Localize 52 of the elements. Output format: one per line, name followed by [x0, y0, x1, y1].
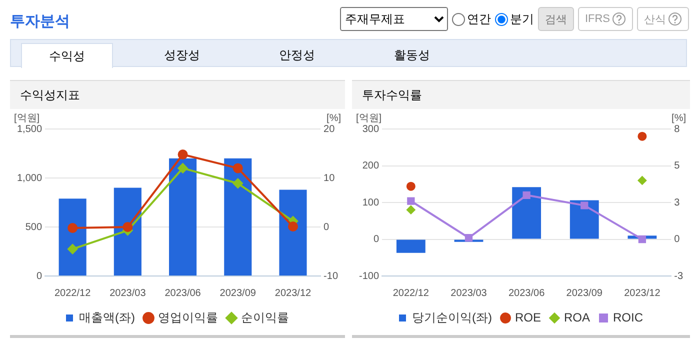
- y2-tick-label: -3: [674, 270, 684, 282]
- y2-axis-title: [%]: [326, 112, 342, 124]
- legend-label: 순이익률: [240, 310, 289, 324]
- y-tick-label: 500: [25, 222, 42, 233]
- x-tick-label: 2023/12: [274, 288, 312, 299]
- legend-label: 영업이익률: [158, 310, 218, 324]
- x-tick-label: 2023/09: [566, 288, 603, 299]
- text: 연간: [466, 10, 491, 28]
- y-tick-label: -100: [359, 270, 380, 282]
- legend-label: ROA: [564, 310, 590, 324]
- legend-label: 매출액(좌): [79, 310, 136, 324]
- legend-label: ROE: [514, 310, 542, 324]
- y2-tick-label: 0: [324, 222, 330, 233]
- y-tick-label: 100: [362, 197, 380, 208]
- text: 안정성: [278, 47, 316, 64]
- chart-title: 투자수익률: [352, 80, 690, 109]
- y2-tick-label: 20: [324, 124, 336, 135]
- text: IFRS: [578, 7, 633, 31]
- y-tick-label: 200: [362, 160, 380, 172]
- y-tick-label: 0: [36, 270, 42, 282]
- y2-tick-label: 5: [674, 160, 680, 172]
- x-tick-label: 2023/06: [164, 288, 202, 299]
- x-tick-label: 2023/06: [508, 288, 546, 299]
- y2-tick-label: 0: [674, 234, 680, 245]
- text: 분기: [510, 10, 534, 28]
- y2-tick-label: 8: [674, 124, 680, 135]
- y2-tick-label: -10: [324, 270, 338, 282]
- legend-label: ROIC: [613, 310, 644, 324]
- text: 성장성: [163, 47, 201, 64]
- x-tick-label: 2023/09: [220, 288, 256, 299]
- text: 검색: [538, 7, 574, 31]
- x-tick-label: 2023/03: [110, 288, 146, 299]
- text: 투자분석: [10, 12, 70, 31]
- y-tick-label: 300: [362, 124, 380, 135]
- text: 주재무제표: [340, 7, 448, 31]
- y-axis-title: [억원]: [356, 112, 382, 124]
- chart-title: 수익성지표: [10, 80, 345, 109]
- y2-tick-label: 10: [324, 172, 336, 184]
- y-tick-label: 1,500: [16, 124, 42, 135]
- text: 활동성: [393, 47, 431, 64]
- y-tick-label: 1,000: [16, 172, 42, 184]
- y2-axis-title: [%]: [672, 112, 686, 124]
- text: 산식: [637, 7, 689, 31]
- y2-tick-label: 3: [674, 197, 680, 208]
- x-tick-label: 2022/12: [392, 288, 430, 299]
- x-tick-label: 2022/12: [54, 288, 92, 299]
- legend-label: 당기순이익(좌): [412, 310, 492, 324]
- text: 수익성: [21, 43, 113, 68]
- y-tick-label: 0: [373, 234, 380, 245]
- y-axis-title: [억원]: [14, 112, 40, 124]
- x-tick-label: 2023/12: [624, 288, 661, 299]
- x-tick-label: 2023/03: [450, 288, 488, 299]
